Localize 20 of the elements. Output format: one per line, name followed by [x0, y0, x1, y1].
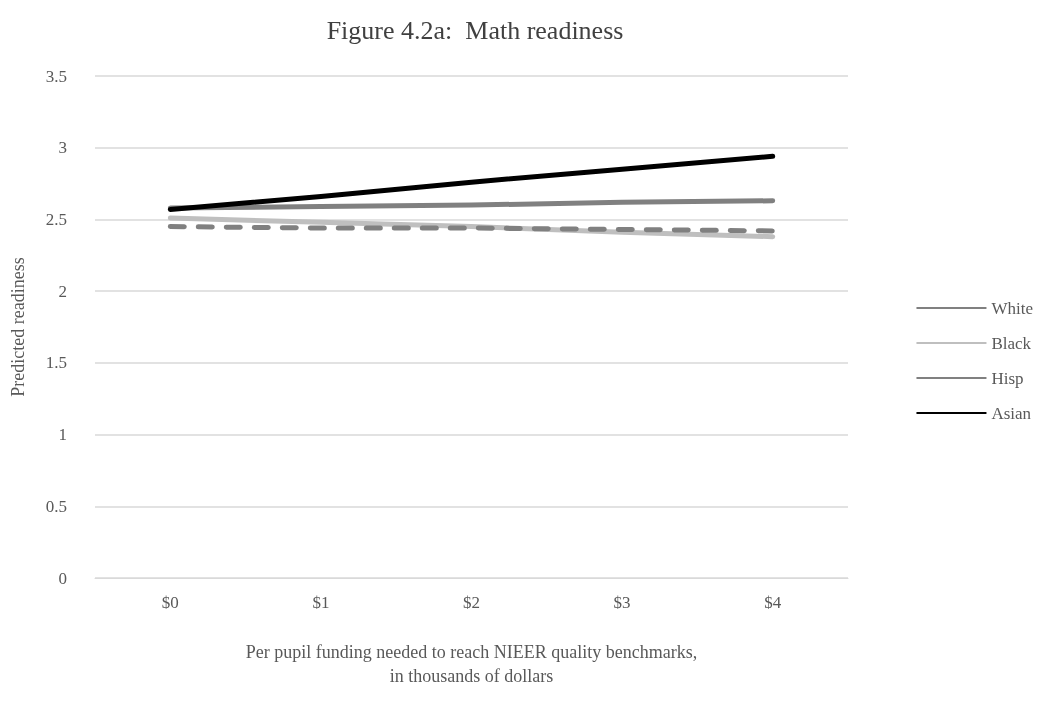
x-tick-label: $1	[312, 593, 330, 612]
x-tick-label: $4	[764, 593, 782, 612]
y-tick-label: 0.5	[45, 496, 67, 516]
y-tick-label: 1.5	[45, 353, 67, 373]
y-tick-label: 2	[58, 281, 67, 301]
legend-label: Asian	[991, 403, 1032, 423]
y-tick-label: 1	[58, 425, 67, 445]
legend-label: Hisp	[991, 368, 1024, 388]
y-tick-label: 3	[58, 138, 67, 158]
y-axis-title: Predicted readiness	[8, 257, 28, 397]
x-tick-label: $0	[161, 593, 179, 612]
legend-label: Black	[991, 333, 1032, 353]
x-axis-title: Per pupil funding needed to reach NIEER quality benchmarks, in thousands of dollars	[245, 642, 698, 686]
y-tick-label: 0	[58, 568, 67, 588]
x-tick-label: $2	[463, 593, 480, 612]
legend-label: White	[991, 298, 1034, 318]
y-tick-label: 3.5	[45, 66, 67, 86]
x-tick-label: $3	[613, 593, 631, 612]
chart-title: Figure 4.2a: Math readiness	[326, 15, 624, 45]
y-tick-label: 2.5	[45, 209, 67, 229]
